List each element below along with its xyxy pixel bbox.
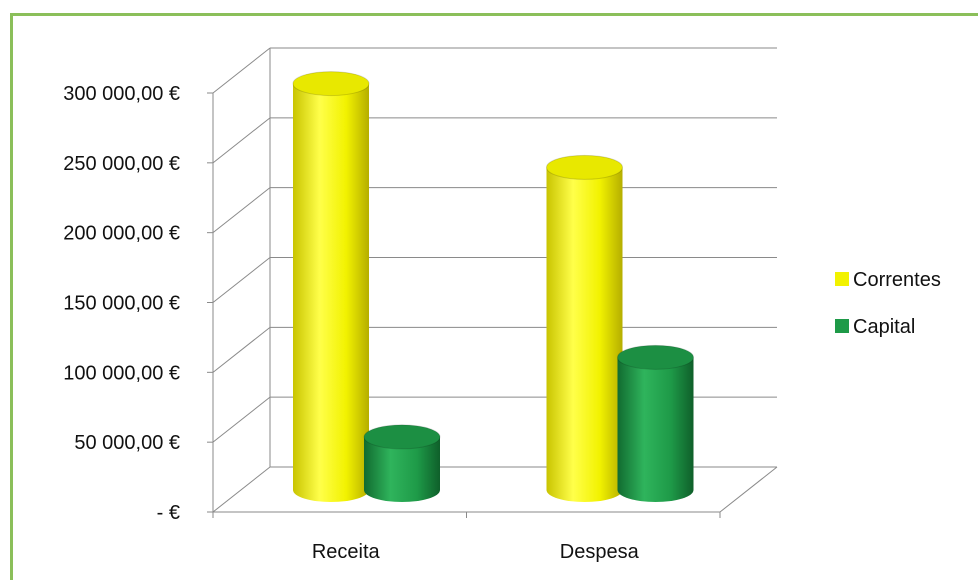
plot-area [292, 71, 694, 503]
legend-swatch [835, 272, 849, 286]
bar-top [546, 154, 623, 180]
gridline-side [212, 466, 271, 513]
bar-correntes-despesa [546, 154, 623, 502]
gridline-side [212, 396, 271, 443]
bar-top [292, 71, 370, 97]
x-tick-label: Despesa [560, 541, 640, 563]
legend-label: Capital [853, 316, 915, 338]
bar-body [617, 357, 694, 503]
x-axis: Receita Despesa [312, 541, 640, 563]
y-tick-label: 300 000,00 € [63, 83, 180, 105]
legend-swatch [835, 319, 849, 333]
gridline-side [212, 47, 271, 94]
gridline-side [212, 257, 271, 303]
x-tick-label: Receita [312, 541, 381, 563]
bar-correntes-receita [292, 71, 370, 502]
bar-body [293, 83, 369, 502]
bar-top [617, 344, 694, 370]
bar-top [363, 424, 441, 450]
bar-body [364, 436, 440, 502]
gridline-side [212, 187, 271, 234]
y-tick-label: 50 000,00 € [74, 432, 180, 454]
gridline-side [212, 326, 271, 373]
gridline-side [212, 117, 271, 164]
bar-body [546, 167, 623, 502]
y-tick-label: 200 000,00 € [63, 223, 180, 245]
chart-walls [207, 47, 778, 518]
legend-label: Correntes [853, 269, 941, 291]
y-axis: - € 50 000,00 € 100 000,00 € 150 000,00 € 20… [63, 83, 180, 524]
bar-capital-despesa [617, 344, 694, 503]
bar-capital-receita [363, 424, 441, 502]
legend: Correntes Capital [835, 269, 941, 338]
y-tick-label: 150 000,00 € [63, 293, 180, 315]
chart-frame [10, 13, 978, 580]
floor-right-edge [719, 466, 778, 513]
y-tick-label: 100 000,00 € [63, 362, 180, 384]
y-tick-label: 250 000,00 € [63, 153, 180, 175]
y-tick-label: - € [157, 502, 180, 524]
